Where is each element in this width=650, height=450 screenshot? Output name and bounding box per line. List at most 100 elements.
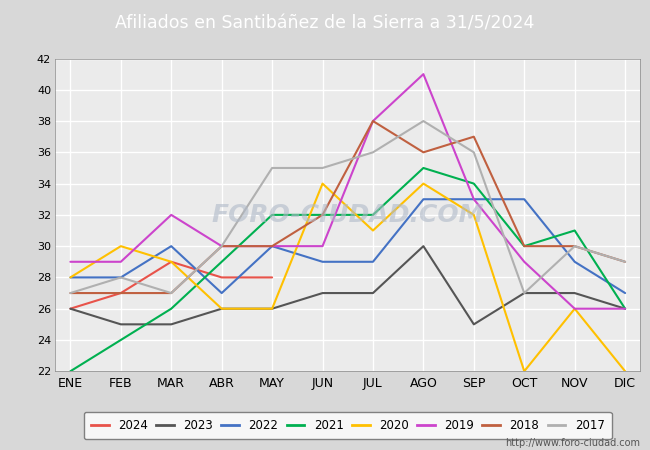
Line: 2022: 2022 [70,199,625,293]
2020 [521,369,528,374]
Line: 2021: 2021 [70,168,625,371]
2023 [621,306,629,311]
2023 [167,322,175,327]
2021 [369,212,377,218]
2018 [521,243,528,249]
2021 [218,259,226,265]
2018 [470,134,478,140]
2018 [268,243,276,249]
2021 [419,165,427,171]
2020 [268,306,276,311]
2021 [318,212,326,218]
2018 [66,290,74,296]
Legend: 2024, 2023, 2022, 2021, 2020, 2019, 2018, 2017: 2024, 2023, 2022, 2021, 2020, 2019, 2018… [84,412,612,439]
2023 [470,322,478,327]
2023 [571,290,578,296]
2021 [571,228,578,233]
2019 [521,259,528,265]
2023 [218,306,226,311]
2023 [521,290,528,296]
2017 [218,243,226,249]
2024 [117,290,125,296]
2019 [218,243,226,249]
2023 [66,306,74,311]
Text: http://www.foro-ciudad.com: http://www.foro-ciudad.com [505,438,640,448]
Line: 2018: 2018 [70,121,625,293]
2019 [66,259,74,265]
Line: 2023: 2023 [70,246,625,324]
2024 [218,275,226,280]
2020 [470,212,478,218]
2019 [268,243,276,249]
2022 [218,290,226,296]
2020 [621,369,629,374]
2020 [419,181,427,186]
2019 [369,118,377,124]
2022 [621,290,629,296]
2021 [621,306,629,311]
2022 [419,197,427,202]
2017 [419,118,427,124]
2022 [318,259,326,265]
2017 [621,259,629,265]
2022 [268,243,276,249]
2023 [117,322,125,327]
2023 [268,306,276,311]
2017 [66,290,74,296]
2023 [419,243,427,249]
2024 [66,306,74,311]
2019 [167,212,175,218]
2021 [117,338,125,343]
2020 [167,259,175,265]
2019 [419,72,427,77]
2017 [167,290,175,296]
2019 [318,243,326,249]
2021 [521,243,528,249]
2024 [268,275,276,280]
2020 [218,306,226,311]
2018 [621,259,629,265]
2021 [268,212,276,218]
2019 [621,306,629,311]
2020 [571,306,578,311]
2021 [66,369,74,374]
2022 [369,259,377,265]
2022 [117,275,125,280]
2017 [268,165,276,171]
2023 [318,290,326,296]
Line: 2024: 2024 [70,262,272,309]
Text: Afiliados en Santibáñez de la Sierra a 31/5/2024: Afiliados en Santibáñez de la Sierra a 3… [115,14,535,33]
2018 [167,290,175,296]
2017 [521,290,528,296]
2019 [117,259,125,265]
2022 [521,197,528,202]
Line: 2017: 2017 [70,121,625,293]
Text: FORO-CIUDAD.COM: FORO-CIUDAD.COM [211,203,484,227]
2020 [66,275,74,280]
2017 [117,275,125,280]
Line: 2019: 2019 [70,74,625,309]
2018 [318,212,326,218]
2024 [167,259,175,265]
2022 [470,197,478,202]
2020 [369,228,377,233]
Line: 2020: 2020 [70,184,625,371]
2017 [571,243,578,249]
2022 [66,275,74,280]
2022 [167,243,175,249]
2018 [369,118,377,124]
2022 [571,259,578,265]
2021 [167,306,175,311]
2017 [318,165,326,171]
2018 [117,290,125,296]
2018 [571,243,578,249]
2021 [470,181,478,186]
2017 [470,150,478,155]
2019 [571,306,578,311]
2020 [318,181,326,186]
2019 [470,197,478,202]
2017 [369,150,377,155]
2018 [218,243,226,249]
2018 [419,150,427,155]
2020 [117,243,125,249]
